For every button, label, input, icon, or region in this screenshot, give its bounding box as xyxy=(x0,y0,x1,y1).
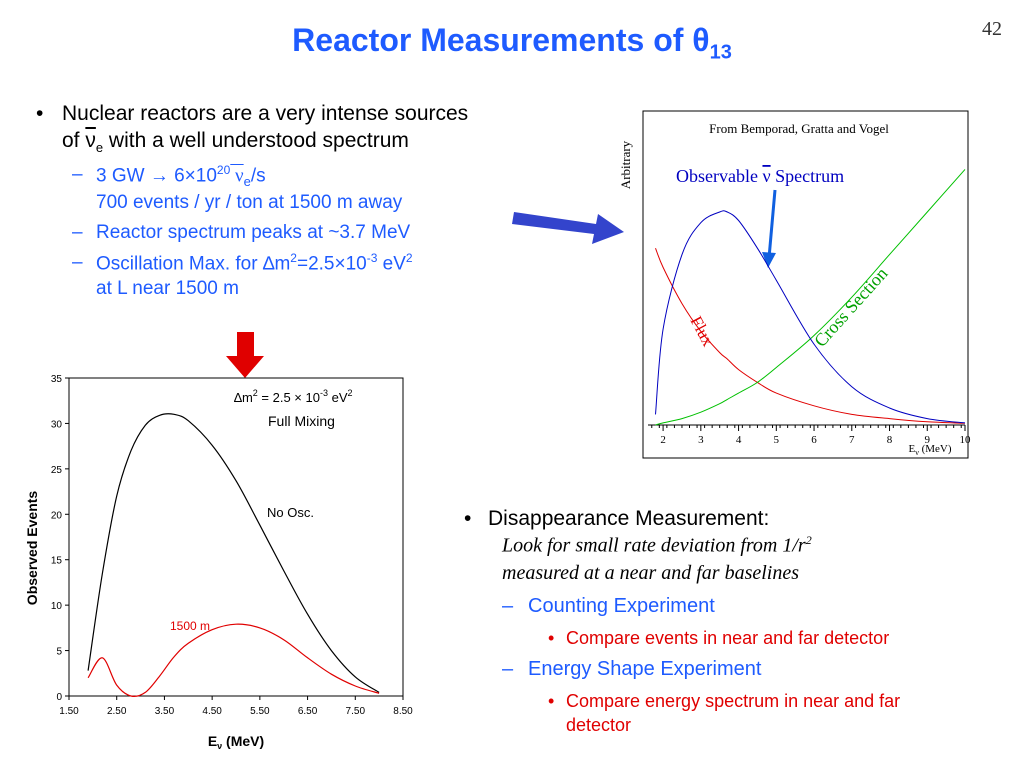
spectrum-ylabel: Arbitrary xyxy=(618,140,633,189)
subbullet-energy-shape: – Energy Shape Experiment xyxy=(502,658,762,681)
spectrum-curve xyxy=(655,210,966,424)
observed-y-tick-label: 30 xyxy=(51,419,63,430)
slide-title: Reactor Measurements of θ13 xyxy=(292,22,732,64)
italic-rate-deviation: Look for small rate deviation from 1/r2 m… xyxy=(502,533,812,584)
subsubbullet-compare-spectrum: • Compare energy spectrum in near and far… xyxy=(548,691,901,735)
spectrum-x-tick-label: 2 xyxy=(660,434,666,446)
spectrum-x-tick-label: 4 xyxy=(736,434,742,446)
spectrum-source: From Bemporad, Gratta and Vogel xyxy=(709,121,889,136)
observed-y-tick-label: 35 xyxy=(51,374,63,385)
observed-x-tick-label: 3.50 xyxy=(155,706,175,717)
1500m-label: 1500 m xyxy=(170,619,210,633)
osc-1500m-curve xyxy=(87,623,380,698)
observed-x-tick-label: 8.50 xyxy=(393,706,413,717)
observed-ylabel: Observed Events xyxy=(24,491,40,606)
no-osc-label: No Osc. xyxy=(267,505,314,520)
observed-x-tick-label: 4.50 xyxy=(202,706,222,717)
spectrum-x-tick-label: 6 xyxy=(811,434,817,446)
bullet-disappearance: Disappearance Measurement: xyxy=(464,505,1004,533)
flux-curve xyxy=(655,248,966,424)
observed-y-tick-label: 5 xyxy=(56,647,62,658)
observed-x-tick-label: 1.50 xyxy=(59,706,79,717)
observed-x-tick-label: 2.50 xyxy=(107,706,127,717)
observed-y-tick-label: 20 xyxy=(51,510,63,521)
spectrum-xlabel: Eν (MeV) xyxy=(908,443,951,457)
subbullet-counting: – Counting Experiment xyxy=(502,594,715,617)
subbullet-spectrum-peak: – Reactor spectrum peaks at ~3.7 MeV xyxy=(72,222,411,244)
observed-x-tick-label: 6.50 xyxy=(298,706,318,717)
spectrum-frame xyxy=(642,110,969,459)
spectrum-x-tick-label: 3 xyxy=(698,434,704,446)
observed-y-tick-label: 25 xyxy=(51,465,63,476)
subbullet-flux-rate: – 3 GW → 6×1020 νe/s 700 events / yr / t… xyxy=(72,163,403,214)
subsubbullet-compare-events: • Compare events in near and far detector xyxy=(548,627,890,648)
observed-y-tick-label: 15 xyxy=(51,556,63,567)
spectrum-x-tick-label: 5 xyxy=(774,434,780,446)
observable-label: Observable ν Spectrum xyxy=(676,166,844,186)
observed-y-tick-label: 10 xyxy=(51,601,63,612)
cross-section-curve xyxy=(655,169,966,426)
subbullet-oscillation-max: – Oscillation Max. for ∆m2=2.5×10-3 eV2 … xyxy=(72,250,413,299)
spectrum-x-tick-label: 8 xyxy=(887,434,893,446)
observed-y-tick-label: 0 xyxy=(56,692,62,703)
observed-annotation-mixing: Full Mixing xyxy=(268,413,335,429)
observable-arrow-head-icon xyxy=(762,252,776,268)
observed-x-tick-label: 7.50 xyxy=(346,706,366,717)
left-bullet-list: Nuclear reactors are a very intense sour… xyxy=(36,100,576,301)
spectrum-x-tick-label: 9 xyxy=(925,434,931,446)
spectrum-x-tick-label: 7 xyxy=(849,434,855,446)
no-osc-curve xyxy=(87,413,380,693)
page-number: 42 xyxy=(982,18,1002,40)
observed-xlabel: Eν (MeV) xyxy=(208,733,264,751)
observable-arrow-shaft xyxy=(767,189,777,259)
observed-plot-frame xyxy=(68,377,404,697)
observed-x-tick-label: 5.50 xyxy=(250,706,270,717)
spectrum-x-tick-label: 10 xyxy=(960,434,972,446)
bullet-reactor-sources: Nuclear reactors are a very intense sour… xyxy=(36,100,576,157)
observed-annotation-dm2: ∆m2 = 2.5 × 10-3 eV2 xyxy=(234,388,353,405)
right-bullet-list: Disappearance Measurement: Look for smal… xyxy=(464,505,1004,737)
